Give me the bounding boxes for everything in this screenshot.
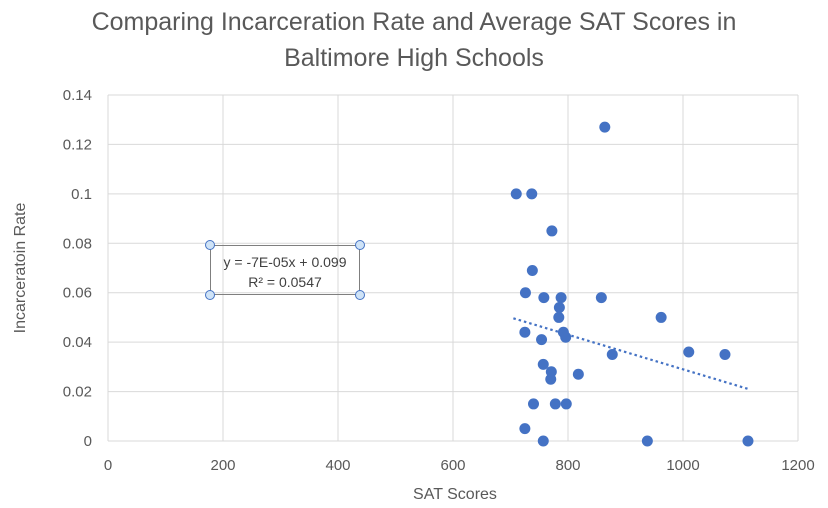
y-tick-label: 0.02 [63, 384, 92, 401]
data-point[interactable] [553, 302, 565, 314]
y-tick-label: 0.14 [63, 87, 92, 104]
data-point[interactable] [555, 292, 567, 304]
x-axis-title: SAT Scores [413, 486, 497, 503]
chart-title: Comparing Incarceration Rate and Average… [0, 4, 828, 76]
data-point[interactable] [655, 311, 667, 323]
data-point[interactable] [599, 121, 611, 133]
data-point[interactable] [572, 368, 584, 380]
gridlines [107, 94, 799, 442]
trendline-r-squared: R² = 0.0547 [248, 274, 322, 290]
data-point[interactable] [538, 292, 550, 304]
trendline-label[interactable]: y = -7E-05x + 0.099 R² = 0.0547 [210, 245, 360, 295]
x-tick-label: 1200 [781, 457, 814, 474]
data-point[interactable] [545, 373, 557, 385]
resize-handle-bottom-left[interactable] [205, 290, 215, 300]
y-tick-label: 0.08 [63, 235, 92, 252]
data-point[interactable] [519, 423, 531, 435]
y-tick-label: 0.04 [63, 334, 92, 351]
data-point[interactable] [549, 398, 561, 410]
data-point[interactable] [537, 435, 549, 447]
data-point[interactable] [528, 398, 539, 410]
data-point[interactable] [519, 326, 531, 338]
resize-handle-top-left[interactable] [205, 240, 215, 250]
x-axis-ticks: 0 200 400 600 800 1000 1200 [104, 457, 815, 474]
data-point[interactable] [606, 349, 618, 360]
trendline-equation: y = -7E-05x + 0.099 [223, 254, 347, 270]
y-tick-label: 0 [84, 433, 92, 450]
data-point[interactable] [595, 292, 607, 304]
data-point[interactable] [526, 264, 538, 276]
data-point[interactable] [510, 188, 522, 200]
data-point[interactable] [742, 435, 754, 447]
chart-title-line-2: Baltimore High Schools [284, 44, 544, 72]
y-axis-ticks: 0 0.02 0.04 0.06 0.08 0.1 0.12 0.14 [63, 87, 92, 450]
data-point[interactable] [553, 311, 565, 323]
x-tick-label: 600 [440, 457, 465, 474]
data-point[interactable] [526, 188, 538, 200]
y-axis-title: Incarceratoin Rate [12, 203, 29, 334]
y-tick-label: 0.12 [63, 136, 92, 153]
data-point[interactable] [683, 346, 695, 358]
x-tick-label: 0 [104, 457, 112, 474]
x-tick-label: 800 [555, 457, 580, 474]
x-tick-label: 200 [210, 457, 235, 474]
data-point[interactable] [719, 349, 731, 360]
resize-handle-top-right[interactable] [355, 240, 365, 250]
data-point[interactable] [519, 287, 531, 299]
data-point[interactable] [560, 398, 572, 410]
resize-handle-bottom-right[interactable] [355, 290, 365, 300]
y-tick-label: 0.1 [71, 186, 92, 203]
x-tick-label: 1000 [666, 457, 699, 474]
data-point[interactable] [537, 358, 549, 370]
trendline [513, 317, 749, 390]
chart-title-line-1: Comparing Incarceration Rate and Average… [91, 8, 737, 36]
data-points [510, 121, 754, 447]
data-point[interactable] [536, 334, 548, 346]
y-tick-label: 0.06 [63, 285, 92, 302]
x-tick-label: 400 [325, 457, 350, 474]
data-point[interactable] [546, 225, 558, 237]
data-point[interactable] [641, 435, 653, 447]
data-point[interactable] [560, 331, 572, 343]
